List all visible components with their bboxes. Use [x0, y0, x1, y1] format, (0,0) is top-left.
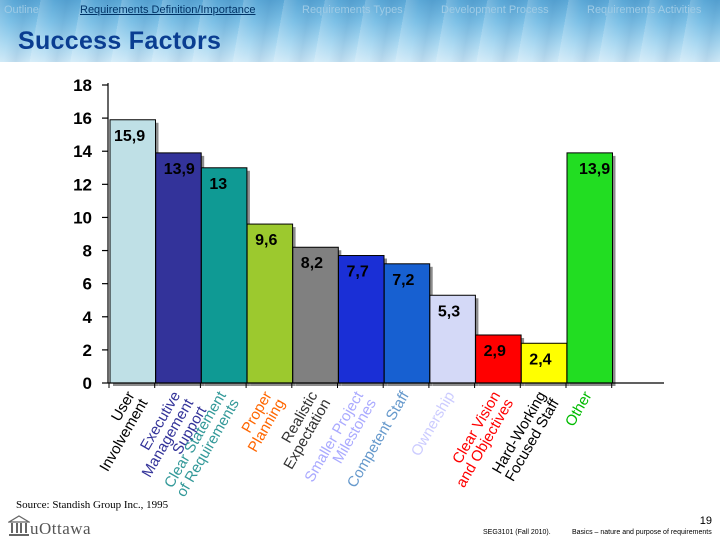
nav-item-requirements-types[interactable]: Requirements Types — [302, 4, 403, 16]
nav-item-outline[interactable]: Outline — [4, 4, 39, 16]
bar-value-label: 2,9 — [484, 343, 506, 360]
y-tick-label: 2 — [83, 341, 92, 360]
y-tick-label: 8 — [83, 242, 92, 261]
y-tick-label: 16 — [73, 109, 92, 128]
y-tick-label: 0 — [83, 374, 92, 393]
page-title: Success Factors — [18, 27, 222, 55]
university-building-icon — [8, 515, 30, 536]
bar-value-label: 8,2 — [301, 255, 323, 272]
category-label: UserInvolvement — [83, 388, 152, 475]
category-label-line: Other — [562, 388, 595, 429]
category-labels-layer: UserInvolvementExecutiveManagementSuppor… — [83, 388, 595, 500]
y-tick-label: 4 — [83, 308, 93, 327]
footer-description: Basics – nature and purpose of requireme… — [572, 529, 712, 536]
header-banner: Outline Requirements Definition/Importan… — [0, 0, 720, 62]
category-label-text: UserInvolvement — [83, 388, 152, 475]
nav-item-requirements-definition[interactable]: Requirements Definition/Importance — [80, 4, 256, 16]
bar — [200, 167, 248, 384]
category-label-text: Ownership — [408, 389, 459, 460]
bars-layer — [109, 119, 616, 387]
page-number: 19 — [699, 515, 712, 527]
y-tick-label: 10 — [73, 208, 92, 227]
ticks-layer: 0 2 4 6 8 10 12 14 16 18 — [73, 76, 613, 393]
source-citation: Source: Standish Group Inc., 1995 — [16, 499, 169, 511]
category-label-text: ProperPlanning — [232, 389, 289, 456]
bar — [383, 263, 431, 384]
bar — [155, 152, 202, 384]
bar-chart: 0 2 4 6 8 10 12 14 16 18 15,9 13,9 13 9,6 8,2 7,7 7,2 5,… — [73, 76, 664, 500]
bar-value-label: 13,9 — [164, 161, 195, 178]
bar-value-label: 9,6 — [255, 232, 277, 249]
bar — [246, 223, 294, 384]
y-tick-label: 6 — [83, 275, 92, 294]
y-tick-label: 12 — [73, 175, 92, 194]
footer-course: SEG3101 (Fall 2010). — [483, 529, 551, 536]
category-label-text: Other — [562, 388, 595, 429]
category-label: ProperPlanning — [232, 389, 289, 456]
category-label-line: Ownership — [408, 389, 459, 460]
nav-bar: Outline Requirements Definition/Importan… — [0, 0, 720, 22]
nav-item-development-process[interactable]: Development Process — [441, 4, 549, 16]
bar — [338, 255, 385, 384]
bar — [109, 119, 156, 384]
logo-text: uOttawa — [30, 519, 92, 538]
y-tick-label: 18 — [73, 76, 92, 95]
value-labels-layer: 15,9 13,9 13 9,6 8,2 7,7 7,2 5,3 2,9 2,4 13,9 — [114, 128, 610, 369]
bar-value-label: 13,9 — [579, 161, 610, 178]
bar-value-label: 2,4 — [529, 351, 551, 368]
bar-value-label: 7,7 — [347, 264, 369, 281]
bar-value-label: 7,2 — [392, 272, 414, 289]
category-label: Other — [562, 388, 595, 429]
bar — [566, 152, 613, 384]
y-tick-label: 14 — [73, 142, 92, 161]
bar-value-label: 15,9 — [114, 128, 145, 145]
bar-value-label: 5,3 — [438, 303, 460, 320]
category-label: Ownership — [408, 389, 459, 460]
nav-item-requirements-activities[interactable]: Requirements Activities — [587, 4, 702, 16]
bar-value-label: 13 — [209, 176, 227, 193]
